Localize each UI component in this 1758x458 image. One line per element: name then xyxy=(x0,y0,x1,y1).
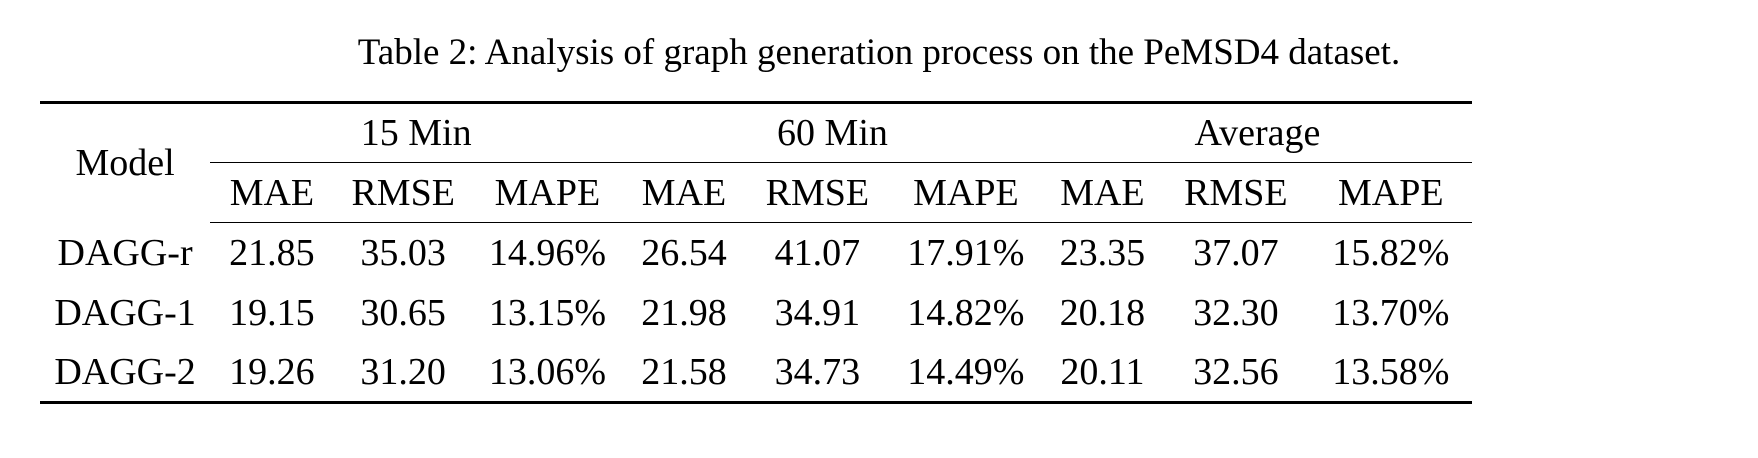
table-cell: 13.70% xyxy=(1332,291,1450,334)
metric-header: MAPE xyxy=(472,162,623,223)
model-column-header: Model xyxy=(40,101,211,223)
table-cell: 23.35 xyxy=(1059,231,1146,274)
table-cell: 31.20 xyxy=(333,342,473,404)
table-row: DAGG-r 21.85 35.03 14.96% 26.54 41.07 17… xyxy=(40,223,1472,283)
table-caption: Table 2: Analysis of graph generation pr… xyxy=(357,32,1401,73)
model-name-cell: DAGG-1 xyxy=(54,291,196,334)
table-cell: 26.54 xyxy=(641,231,727,274)
table-cell: 13.06% xyxy=(472,342,623,404)
group-header-60-min: 60 Min xyxy=(622,101,1043,163)
table-cell: 19.26 xyxy=(210,342,334,404)
group-header-15-min: 15 Min xyxy=(210,101,623,163)
table-cell: 35.03 xyxy=(360,231,446,274)
group-header-average: Average xyxy=(1042,101,1472,163)
metric-header: RMSE xyxy=(333,162,473,223)
metric-header: MAPE xyxy=(888,162,1043,223)
model-name-cell: DAGG-r xyxy=(57,231,193,274)
table-cell: 13.15% xyxy=(488,291,606,334)
metric-header: MAPE xyxy=(1309,162,1472,223)
table-cell: 20.18 xyxy=(1059,291,1146,334)
table-cell: 15.82% xyxy=(1332,231,1450,274)
table-cell: 21.98 xyxy=(641,291,727,334)
table-cell: 14.96% xyxy=(488,231,606,274)
table-cell: 32.30 xyxy=(1193,291,1279,334)
table-cell: 30.65 xyxy=(360,291,446,334)
metric-header: MAE xyxy=(1042,162,1163,223)
table-row: DAGG-2 19.26 31.20 13.06% 21.58 34.73 14… xyxy=(40,342,1472,404)
table-cell: 19.15 xyxy=(229,291,315,334)
results-table: Model 15 Min 60 Min Average MAE RMSE MAP… xyxy=(40,101,1472,404)
metric-header: RMSE xyxy=(745,162,889,223)
table-cell: 21.85 xyxy=(229,231,315,274)
metric-header: RMSE xyxy=(1162,162,1310,223)
table-cell: 34.91 xyxy=(774,291,861,334)
table-row: DAGG-1 19.15 30.65 13.15% 21.98 34.91 14… xyxy=(40,283,1472,343)
table-cell: 34.73 xyxy=(745,342,889,404)
table-cell: 14.82% xyxy=(907,291,1025,334)
table-cell: 32.56 xyxy=(1162,342,1310,404)
table-cell: 37.07 xyxy=(1193,231,1279,274)
table-cell: 41.07 xyxy=(774,231,861,274)
table-cell: 17.91% xyxy=(907,231,1025,274)
metric-header: MAE xyxy=(210,162,334,223)
table-cell: 14.49% xyxy=(888,342,1043,404)
model-name-cell: DAGG-2 xyxy=(40,342,211,404)
metric-header: MAE xyxy=(622,162,746,223)
table-cell: 20.11 xyxy=(1042,342,1163,404)
table-cell: 21.58 xyxy=(622,342,746,404)
table-cell: 13.58% xyxy=(1309,342,1472,404)
